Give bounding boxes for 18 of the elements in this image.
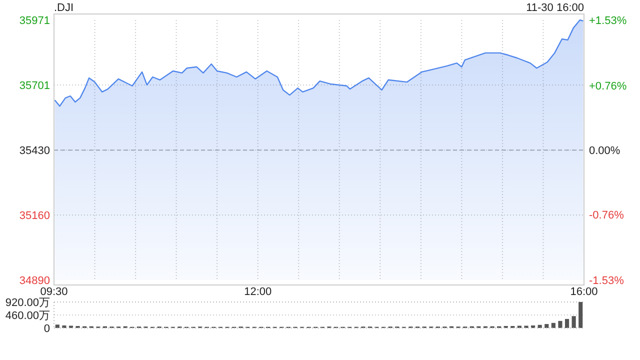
x-tick-label: 09:30 — [40, 286, 68, 298]
y-tick-label: 34890 — [19, 275, 50, 287]
x-tick-label: 12:00 — [244, 286, 272, 298]
y2-tick-label: +0.76% — [589, 80, 627, 92]
y-tick-label: 35701 — [19, 80, 50, 92]
y-tick-label: 35160 — [19, 210, 50, 222]
y-tick-label: 35430 — [19, 145, 50, 158]
y-tick-label: 35971 — [19, 15, 50, 27]
chart-title: .DJI — [54, 2, 74, 14]
y-tick-label: 460.00万 — [5, 310, 50, 322]
x-tick-label: 16:00 — [570, 286, 598, 298]
y2-tick-label: -0.76% — [589, 210, 624, 222]
text: 11-30 16:00 — [526, 2, 584, 14]
y2-tick-label: 0.00% — [589, 145, 620, 157]
y2-tick-label: -1.53% — [589, 275, 624, 287]
y-tick-label: 0 — [44, 323, 50, 335]
y-tick-label: 920.00万 — [5, 297, 50, 309]
y2-tick-label: +1.53% — [589, 15, 627, 27]
